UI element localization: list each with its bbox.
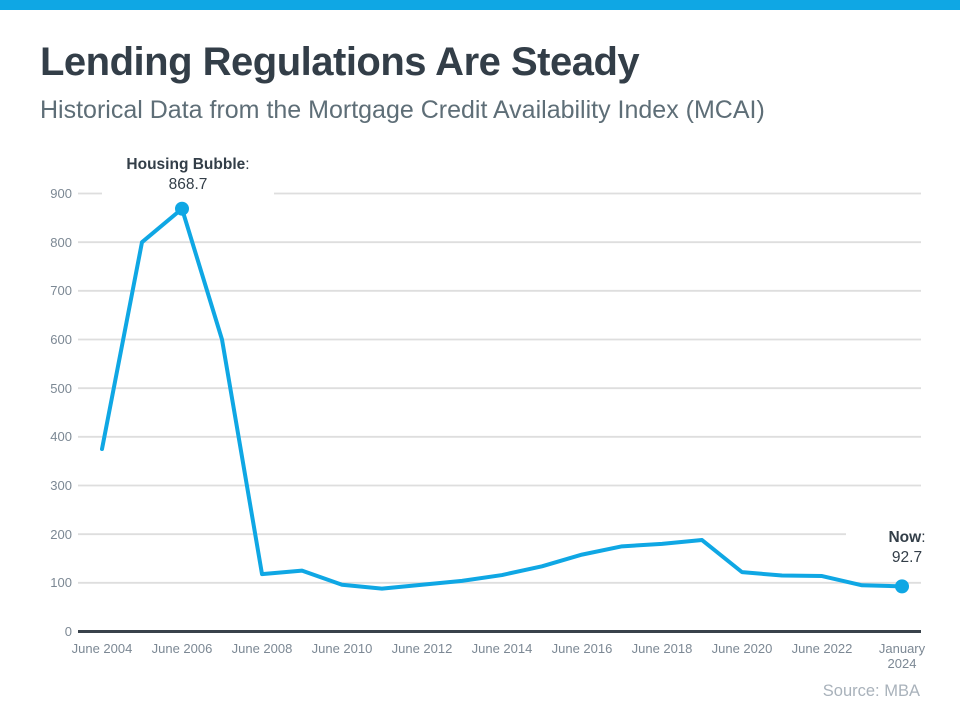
annotation-now-label: Now: (852, 529, 960, 547)
annotation-colon: : (921, 529, 926, 546)
y-axis-label: 300 (50, 478, 72, 493)
y-axis-label: 500 (50, 380, 72, 396)
y-axis-label: 900 (50, 186, 72, 201)
source-credit: Source: MBA (822, 682, 920, 700)
y-axis-label: 800 (50, 234, 72, 250)
data-point-marker (175, 201, 189, 216)
annotation-now-value: 92.7 (891, 549, 923, 566)
x-axis-label: June 2004 (71, 641, 133, 656)
y-axis-label: 700 (50, 283, 72, 299)
x-axis-label: January 2024 (878, 641, 926, 671)
x-axis-label: June 2006 (151, 641, 213, 656)
annotation-label-text: Housing Bubble (126, 156, 246, 173)
y-axis-label: 200 (50, 526, 72, 542)
y-axis-label: 0 (64, 624, 72, 639)
y-axis-label: 400 (50, 429, 72, 445)
annotation-housing-bubble-value: 868.7 (168, 176, 208, 193)
x-axis-label: June 2020 (711, 641, 773, 656)
page-subtitle: Historical Data from the Mortgage Credit… (40, 96, 765, 124)
x-axis-label: June 2014 (471, 641, 533, 656)
page-title: Lending Regulations Are Steady (40, 40, 640, 84)
x-axis-label: June 2008 (231, 641, 293, 656)
top-accent-bar (0, 0, 960, 10)
x-axis-label: June 2010 (311, 641, 373, 656)
data-point-marker (895, 579, 909, 594)
mcai-trend-line (100, 206, 904, 591)
y-axis-label: 100 (50, 575, 72, 591)
y-axis-label: 600 (50, 332, 72, 347)
annotation-colon: : (245, 156, 250, 173)
annotation-now: Now: 92.7 (846, 527, 960, 569)
x-axis-label: June 2022 (791, 641, 853, 656)
annotation-housing-bubble: Housing Bubble: 868.7 (102, 154, 274, 196)
x-axis-label: June 2012 (391, 641, 453, 656)
annotation-label-text: Now (888, 529, 922, 546)
x-axis-label: June 2018 (631, 641, 693, 656)
annotation-housing-bubble-label: Housing Bubble: (108, 156, 268, 174)
x-axis-label: June 2016 (551, 641, 613, 656)
